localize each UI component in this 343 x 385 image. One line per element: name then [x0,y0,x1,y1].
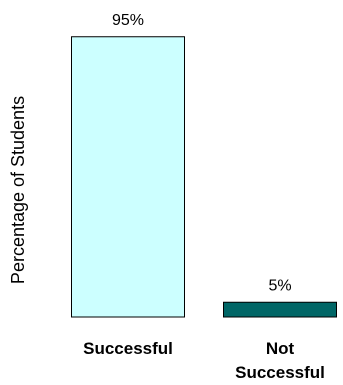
bar-0 [71,36,185,318]
data-label-1: 5% [268,277,291,294]
category-label-1-1: Successful [235,363,325,382]
y-axis-label: Percentage of Students [8,96,28,284]
category-label-0-0: Successful [83,339,173,358]
data-label-0: 95% [112,12,144,29]
bar-1 [223,301,337,318]
category-label-1-0: Not [266,339,295,358]
